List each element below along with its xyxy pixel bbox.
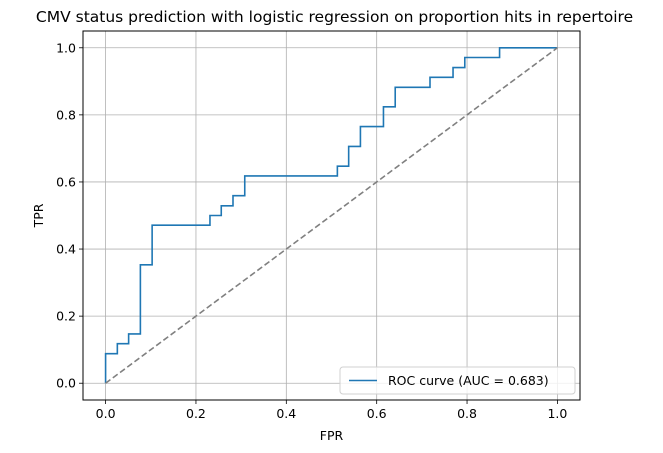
- y-tick-label: 0.6: [56, 174, 76, 189]
- x-tick-label: 0.2: [186, 406, 206, 421]
- y-tick-label: 1.0: [56, 40, 76, 55]
- y-tick-label: 0.8: [56, 107, 76, 122]
- grid: [83, 31, 580, 400]
- ticks: 0.0 0.2 0.4 0.6 0.8 1.0 0.0 0.2 0.4 0.6 0.8 1.0: [56, 40, 567, 421]
- chart-title: CMV status prediction with logistic regr…: [36, 8, 633, 26]
- y-axis-label: TPR: [31, 203, 46, 228]
- roc-curve-line: [104, 46, 558, 384]
- legend-label: ROC curve (AUC = 0.683): [388, 373, 549, 388]
- x-tick-label: 0.6: [367, 406, 387, 421]
- plot-frame: [82, 30, 581, 401]
- x-axis-label: FPR: [320, 428, 344, 443]
- y-tick-label: 0.2: [56, 309, 76, 324]
- y-tick-label: 0.4: [56, 242, 76, 257]
- x-tick-label: 0.8: [457, 406, 477, 421]
- y-tick-label: 0.0: [56, 376, 76, 391]
- x-tick-label: 1.0: [547, 406, 567, 421]
- series-layer: [104, 46, 558, 384]
- x-tick-label: 0.4: [276, 406, 296, 421]
- legend: ROC curve (AUC = 0.683): [339, 366, 576, 395]
- legend-box: [339, 366, 576, 395]
- diagonal-reference-line: [105, 47, 558, 384]
- x-tick-label: 0.0: [96, 406, 116, 421]
